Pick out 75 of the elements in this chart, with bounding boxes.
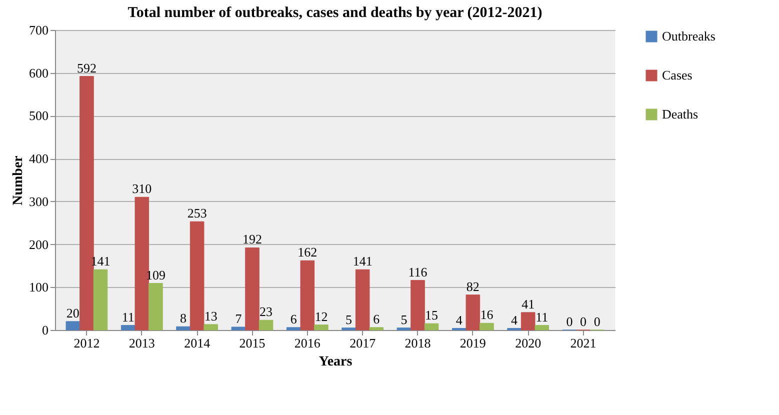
data-label: 141: [352, 254, 372, 269]
x-tick-label: 2016: [294, 336, 321, 350]
x-tick-label: 2018: [404, 336, 431, 350]
bar: [369, 327, 384, 330]
bar: [534, 325, 550, 330]
data-label: 162: [298, 244, 318, 260]
y-tick-label: 0: [42, 322, 48, 338]
x-tick-label: 2020: [515, 336, 542, 350]
bar: [410, 280, 425, 330]
data-label: 23: [260, 304, 273, 320]
bar: [286, 327, 301, 330]
bar: [190, 221, 204, 330]
bar: [93, 269, 108, 330]
data-label: 310: [132, 181, 152, 196]
y-tick-label: 400: [29, 151, 48, 166]
bar: [342, 328, 356, 330]
bar: [120, 325, 136, 330]
x-tick-label: 2017: [350, 336, 376, 350]
bar: [258, 320, 274, 330]
bar: [245, 247, 260, 330]
bar: [300, 260, 315, 330]
data-label: 192: [242, 232, 262, 247]
y-tick-label: 100: [29, 280, 48, 295]
y-tick-label: 300: [29, 194, 48, 209]
chart-title: Total number of outbreaks, cases and deaths by year (2012-2021): [128, 5, 542, 21]
data-label: 7: [235, 311, 242, 326]
data-label: 253: [187, 206, 207, 221]
bar: [66, 321, 80, 330]
y-axis-title: Number: [11, 156, 26, 206]
data-label: 6: [373, 311, 380, 326]
data-label: 0: [566, 314, 573, 329]
bar: [480, 322, 494, 330]
data-label: 15: [425, 308, 438, 323]
data-label: 12: [314, 308, 328, 324]
bar: [466, 294, 480, 330]
bar: [424, 323, 439, 330]
data-label: 4: [456, 312, 463, 328]
data-label: 41: [522, 296, 535, 312]
data-label: 11: [536, 309, 548, 324]
bar: [148, 283, 163, 330]
data-label: 0: [580, 314, 587, 329]
data-label: 8: [180, 310, 187, 326]
y-tick-label: 600: [29, 65, 48, 80]
bar: [396, 328, 412, 330]
x-tick-label: 2013: [128, 336, 155, 350]
data-label: 4: [511, 312, 518, 328]
bar: [176, 326, 190, 330]
y-tick-label: 500: [29, 108, 48, 124]
bar: [231, 326, 246, 330]
x-axis-title: Years: [318, 354, 353, 370]
data-label: 5: [346, 312, 352, 327]
x-tick-label: 2021: [570, 336, 596, 350]
data-label: 20: [66, 305, 80, 320]
bar: [204, 324, 218, 330]
data-label: 82: [466, 278, 480, 294]
legend-label: Deaths: [662, 106, 698, 122]
y-tick-label: 200: [29, 236, 48, 252]
data-label: 5: [400, 312, 408, 327]
x-tick-label: 2012: [74, 336, 100, 350]
data-label: 11: [122, 309, 134, 324]
x-tick-label: 2019: [460, 336, 486, 350]
x-tick-label: 2014: [184, 336, 211, 350]
data-label: 13: [204, 308, 218, 324]
bar: [314, 324, 328, 330]
bar: [355, 269, 370, 330]
data-label: 592: [76, 60, 96, 76]
data-label: 0: [594, 314, 600, 329]
data-label: 16: [480, 307, 494, 322]
data-label: 6: [290, 311, 298, 326]
bar: [520, 312, 536, 330]
legend-label: Cases: [662, 68, 692, 82]
y-tick-label: 700: [29, 22, 48, 38]
x-tick-label: 2015: [239, 336, 266, 350]
data-label: 116: [408, 264, 428, 280]
legend-label: Outbreaks: [662, 28, 716, 44]
